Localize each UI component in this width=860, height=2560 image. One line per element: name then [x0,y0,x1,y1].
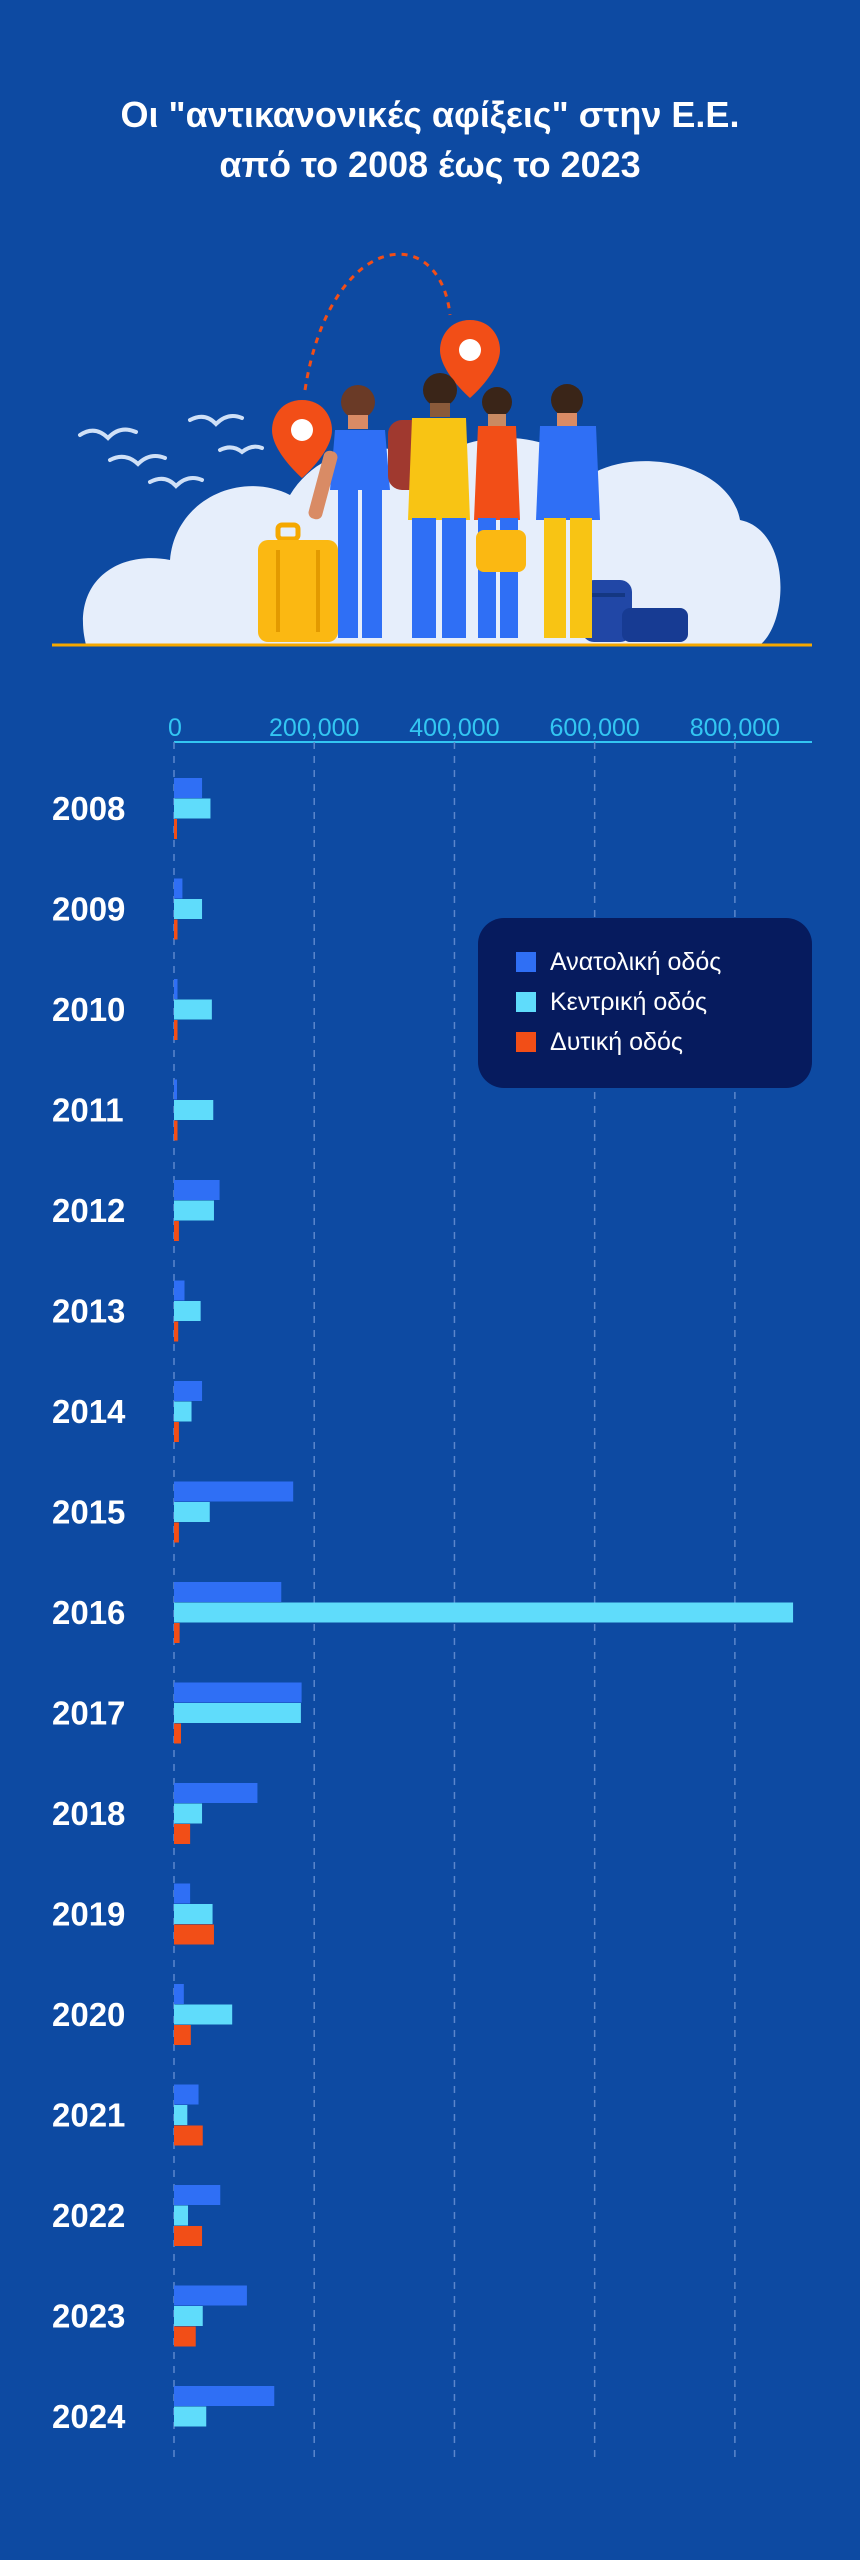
legend-item-east: Ανατολική οδός [516,942,812,982]
bar-central [174,1703,301,1723]
bar-central [174,999,212,1020]
bar-central [174,899,203,919]
suitcase-icon [258,522,338,642]
year-label: 2018 [52,1795,125,1832]
bar-central [174,1502,210,1522]
bar-west [174,1120,178,1141]
bar-east [174,1481,294,1502]
bar-west [174,819,177,839]
year-label: 2017 [52,1695,125,1732]
chart-legend: Ανατολική οδός Κεντρική οδός Δυτική οδός [478,918,812,1088]
location-pin-icon [440,320,500,398]
bar-central [174,1904,213,1924]
legend-label-east: Ανατολική οδός [550,947,722,976]
bar-east [174,2285,247,2306]
year-label: 2015 [52,1494,125,1531]
bar-east [174,1280,185,1301]
bar-west [174,1723,182,1744]
legend-swatch-west [516,1032,536,1052]
year-label: 2013 [52,1293,125,1330]
legend-swatch-central [516,992,536,1012]
travel-bag-icon [582,580,688,642]
bar-east [174,1180,220,1200]
year-label: 2020 [52,1996,125,2033]
bar-central [174,2406,207,2427]
bar-east [174,1883,191,1904]
bars-layer [174,778,794,2427]
bar-central [174,1803,203,1824]
bar-east [174,1381,203,1401]
bar-central [174,1200,214,1221]
location-pin-icon [272,400,332,478]
bar-central [174,1100,214,1120]
bar-west [174,2226,203,2246]
bar-east [174,2084,199,2105]
bar-east [174,2386,275,2406]
bar-west [174,1020,178,1040]
legend-item-central: Κεντρική οδός [516,982,812,1022]
bar-central [174,1301,201,1321]
bar-west [174,1422,179,1442]
year-label: 2009 [52,891,125,928]
title-line-2: από το 2008 έως το 2023 [219,144,641,185]
bar-west [174,2125,203,2146]
bar-east [174,2185,221,2205]
legend-label-west: Δυτική οδός [550,1027,683,1056]
travelers-icon [308,373,600,638]
bar-west [174,1221,179,1241]
year-label: 2022 [52,2197,125,2234]
bar-central [174,2306,203,2326]
bar-east [174,979,178,999]
bar-east [174,1079,177,1100]
bar-west [174,1522,179,1543]
title-line-1: Οι "αντικανονικές αφίξεις" στην Ε.Ε. [120,94,740,135]
bar-east [174,1582,282,1602]
year-label: 2010 [52,991,125,1028]
bar-central [174,2205,189,2226]
bar-west [174,1321,179,1342]
x-tick-label: 800,000 [690,714,780,742]
year-label: 2016 [52,1594,125,1631]
x-tick-label: 200,000 [269,714,359,742]
year-labels: 2008 2009 2010 2011 2012 2013 2014 2015 2016 2017… [52,790,126,2435]
year-label: 2021 [52,2097,125,2134]
bar-central [174,798,211,819]
x-tick-label: 400,000 [409,714,499,742]
birds-icon [78,414,264,489]
year-label: 2011 [52,1092,124,1129]
year-label: 2024 [52,2398,126,2435]
bar-east [174,778,203,798]
bar-central [174,1401,192,1422]
year-label: 2014 [52,1393,126,1430]
year-label: 2019 [52,1896,125,1933]
legend-label-central: Κεντρική οδός [550,987,708,1016]
bar-east [174,1984,184,2004]
legend-swatch-east [516,952,536,972]
x-tick-label: 0 [168,714,182,742]
year-label: 2012 [52,1192,125,1229]
bar-west [174,1623,180,1643]
year-label: 2008 [52,790,125,827]
bar-west [174,2025,191,2045]
bar-east [174,878,183,899]
year-label: 2023 [52,2298,125,2335]
bar-west [174,1824,191,1844]
bar-east [174,1783,258,1803]
bar-central [174,2105,188,2125]
bar-central [174,1602,794,1623]
bar-chart: 0 200,000 400,000 600,000 800,000 2008200920… [52,714,812,2460]
bar-east [174,1682,302,1703]
travelers-illustration [52,252,812,647]
chart-title: Οι "αντικανονικές αφίξεις" στην Ε.Ε. από… [0,90,860,190]
x-tick-label: 600,000 [549,714,639,742]
bar-west [174,1924,214,1945]
bar-central [174,2004,233,2025]
bar-west [174,919,178,940]
legend-item-west: Δυτική οδός [516,1022,812,1062]
bar-west [174,2326,196,2347]
x-axis-ticks: 0 200,000 400,000 600,000 800,000 [168,714,780,742]
route-dashed-line [303,252,452,391]
